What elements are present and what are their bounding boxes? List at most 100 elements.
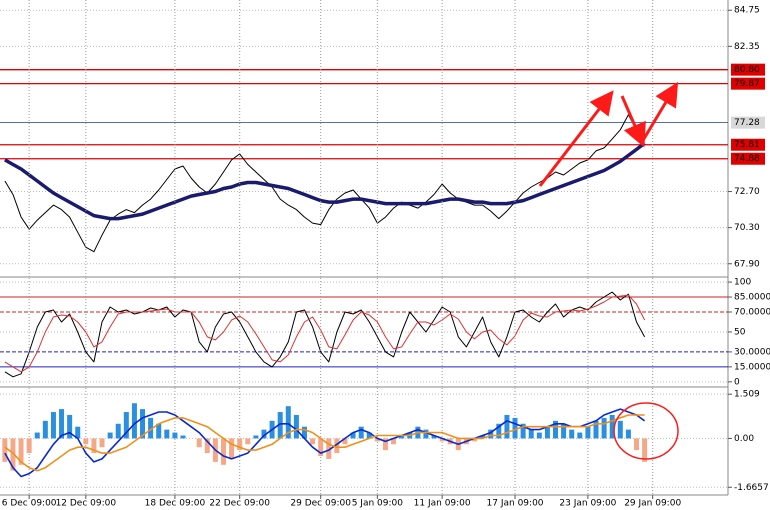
y-tick-label: 100 [734, 278, 751, 288]
histogram-bar [99, 438, 105, 448]
histogram-bar [172, 432, 178, 439]
x-tick-label: 6 Dec 09:00 [2, 499, 57, 509]
histogram-bar [544, 426, 550, 439]
y-tick-label: 0.00 [734, 434, 754, 444]
histogram-bar [50, 412, 56, 439]
x-tick-label: 18 Dec 09:00 [145, 499, 206, 509]
series-line [4, 294, 646, 373]
histogram-bar [391, 438, 397, 445]
level-label: 80.80 [734, 65, 760, 75]
histogram-bar [577, 432, 583, 439]
histogram-bar [496, 423, 502, 439]
x-tick-label: 23 Jan 09:00 [559, 499, 616, 509]
histogram-bar [431, 435, 437, 439]
y-tick-label: 84.75 [734, 6, 760, 16]
histogram-bar [310, 438, 316, 445]
histogram-bar [480, 435, 486, 439]
y-tick-label: 82.35 [734, 42, 760, 52]
arrow [538, 90, 614, 187]
histogram-bar [512, 417, 518, 439]
histogram-bar [75, 426, 81, 439]
x-tick-label: 17 Jan 09:00 [487, 499, 544, 509]
histogram-bar [277, 412, 283, 439]
histogram-bar [520, 423, 526, 439]
histogram-bar [285, 406, 291, 439]
histogram-bar [504, 414, 510, 439]
level-label: 79.87 [734, 79, 760, 89]
histogram-bar [617, 420, 623, 439]
x-tick-label: 12 Dec 09:00 [56, 499, 117, 509]
y-tick-label: 67.90 [734, 259, 760, 269]
histogram-bar [229, 438, 235, 459]
annotations [538, 81, 679, 460]
y-tick-label: 30.0000 [734, 347, 770, 357]
histogram-bar [59, 409, 65, 439]
histogram-bar [553, 420, 559, 439]
histogram-bar [221, 438, 227, 465]
histogram-bar [131, 403, 137, 439]
x-tick-label: 29 Dec 09:00 [290, 499, 351, 509]
level-label-box [731, 77, 765, 90]
histogram-bar [633, 438, 639, 451]
y-tick-label: 0 [734, 377, 740, 387]
histogram-bar [196, 438, 202, 448]
histogram-bar [358, 426, 364, 439]
histogram-bar [156, 423, 162, 439]
histogram-bar [399, 435, 405, 439]
y-tick-label: 72.70 [734, 187, 760, 197]
histogram-bar [569, 429, 575, 439]
y-tick-label: 15.0000 [734, 362, 770, 372]
series-line [4, 141, 646, 221]
x-tick-label: 29 Jan 09:00 [624, 499, 681, 509]
histogram-bar [2, 438, 8, 462]
histogram-bar [293, 414, 299, 439]
arrow [620, 95, 646, 148]
histogram-bar [601, 417, 607, 439]
histogram-bar [536, 432, 542, 439]
histogram-bar [10, 438, 16, 471]
histogram-bar [642, 438, 648, 462]
histogram-bar [366, 432, 372, 439]
histogram-bar [318, 438, 324, 457]
histogram-bar [245, 438, 251, 445]
histogram-bar [585, 426, 591, 439]
level-label-box [731, 63, 765, 76]
histogram-bar [83, 438, 89, 445]
histogram-bar [107, 432, 113, 439]
arrow [640, 81, 679, 143]
x-tick-label: 5 Jan 09:00 [352, 499, 404, 509]
histogram-bar [237, 438, 243, 451]
histogram-bar [18, 438, 24, 465]
histogram-bar [423, 429, 429, 439]
y-tick-label: 70.30 [734, 223, 760, 233]
histogram-bar [334, 438, 340, 454]
histogram-bar [625, 429, 631, 439]
histogram-bar [164, 429, 170, 439]
histogram-bar [561, 423, 567, 439]
series-line [4, 414, 645, 472]
histogram-bar [67, 414, 73, 439]
histogram-bar [261, 429, 267, 439]
histogram-bar [91, 438, 97, 454]
histogram-bar [528, 429, 534, 439]
histogram-bar [34, 432, 40, 439]
histogram-bar [148, 417, 154, 439]
histogram-bar [123, 412, 129, 439]
y-tick-label: -1.6657 [734, 483, 769, 493]
y-tick-label: 70.0000 [734, 308, 770, 318]
level-label-box [731, 116, 765, 129]
histogram-bar [180, 435, 186, 439]
histogram-bar [342, 438, 348, 445]
level-label: 74.88 [734, 154, 760, 164]
y-tick-label: 85.0000 [734, 293, 770, 303]
x-tick-label: 22 Dec 09:00 [209, 499, 270, 509]
histogram-bar [326, 438, 332, 459]
histogram-bar [382, 438, 388, 451]
x-tick-label: 11 Jan 09:00 [414, 499, 471, 509]
histogram-bar [301, 426, 307, 439]
histogram-bar [253, 435, 259, 439]
level-label-box [731, 152, 765, 165]
